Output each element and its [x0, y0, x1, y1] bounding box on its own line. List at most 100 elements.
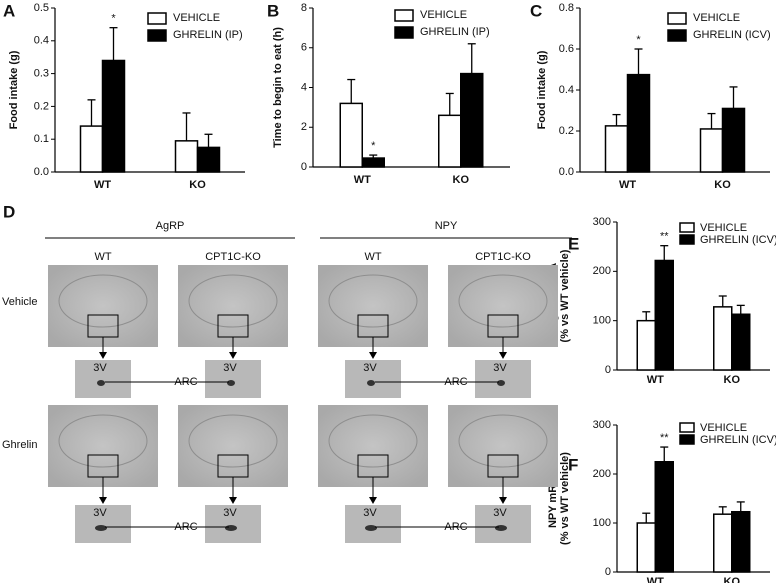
inset [345, 360, 401, 398]
legend-label: VEHICLE [420, 9, 467, 21]
arc-signal [495, 525, 507, 531]
y-tick-label: 300 [593, 216, 611, 228]
legend-label: VEHICLE [173, 12, 220, 24]
x-tick-label: KO [714, 179, 731, 191]
brain-outline [458, 414, 548, 468]
arc-signal [367, 380, 375, 386]
row-label: Vehicle [2, 296, 37, 308]
ventricle-label: 3V [493, 362, 507, 374]
ventricle-label: 3V [93, 507, 107, 519]
significance-label: * [111, 13, 116, 25]
legend-swatch [679, 234, 695, 245]
legend-swatch [667, 29, 687, 42]
legend-swatch [679, 222, 695, 233]
bar [699, 128, 724, 173]
legend-label: GHRELIN (IP) [420, 26, 490, 38]
ventricle-label: 3V [223, 507, 237, 519]
ventricle-label: 3V [363, 507, 377, 519]
y-tick-label: 100 [593, 315, 611, 327]
y-tick-label: 200 [593, 265, 611, 277]
column-label: WT [94, 251, 111, 263]
y-axis-label: Food intake (g) [536, 50, 548, 129]
y-tick-label: 0.8 [559, 2, 574, 14]
column-label: CPT1C-KO [475, 251, 531, 263]
bar [713, 306, 733, 371]
arrow-head [499, 352, 507, 359]
bar [731, 313, 751, 371]
bar [101, 59, 126, 173]
bar [731, 510, 751, 573]
y-tick-label: 8 [301, 2, 307, 14]
arrow-head [99, 352, 107, 359]
ventricle-label: 3V [363, 362, 377, 374]
brain-section [448, 265, 558, 347]
legend-label: GHRELIN (ICV) [693, 29, 771, 41]
panel-label: F [568, 455, 578, 474]
y-tick-label: 0.4 [559, 84, 574, 96]
panel-label: C [530, 1, 542, 20]
y-tick-label: 4 [301, 81, 307, 93]
inset [205, 360, 261, 398]
bar [196, 146, 221, 173]
legend-swatch [679, 422, 695, 433]
arrow-head [369, 497, 377, 504]
arc-signal [225, 525, 237, 531]
inset [75, 360, 131, 398]
y-tick-label: 0.3 [34, 68, 49, 80]
inset [75, 505, 131, 543]
bar [654, 259, 674, 371]
brain-outline [458, 274, 548, 328]
arc-signal [95, 525, 107, 531]
y-tick-label: 0 [301, 161, 307, 173]
y-tick-label: 100 [593, 517, 611, 529]
bar [636, 522, 656, 573]
arc-signal [365, 525, 377, 531]
legend-swatch [147, 12, 167, 25]
legend-label: GHRELIN (ICV) [700, 234, 776, 246]
y-tick-label: 2 [301, 121, 307, 133]
brain-section [178, 265, 288, 347]
bar [339, 102, 363, 168]
legend-swatch [147, 29, 167, 42]
ventricle-label: 3V [93, 362, 107, 374]
y-tick-label: 0.2 [559, 125, 574, 137]
inset [345, 505, 401, 543]
brain-section [318, 265, 428, 347]
y-tick-label: 0 [605, 364, 611, 376]
arrow-head [499, 497, 507, 504]
legend-label: VEHICLE [700, 422, 747, 434]
ventricle-label: 3V [493, 507, 507, 519]
bar [654, 461, 674, 573]
brain-outline [58, 414, 148, 468]
bar [721, 107, 746, 173]
bar [79, 125, 104, 173]
y-axis-label: Food intake (g) [8, 50, 20, 129]
y-tick-label: 200 [593, 468, 611, 480]
group-title: NPY [435, 220, 458, 232]
row-label: Ghrelin [2, 439, 37, 451]
y-axis-label: Time to begin to eat (h) [272, 27, 284, 148]
legend-swatch [394, 26, 414, 39]
y-tick-label: 6 [301, 42, 307, 54]
legend-label: GHRELIN (IP) [173, 29, 243, 41]
legend-swatch [679, 434, 695, 445]
brain-outline [328, 414, 418, 468]
panel-label: B [267, 1, 279, 20]
y-tick-label: 300 [593, 419, 611, 431]
inset [205, 505, 261, 543]
significance-label: * [371, 140, 376, 152]
significance-label: * [636, 34, 641, 46]
arc-signal [227, 380, 235, 386]
legend-swatch [394, 9, 414, 22]
legend-swatch [667, 12, 687, 25]
y-tick-label: 0.1 [34, 133, 49, 145]
brain-outline [188, 274, 278, 328]
y-axis-label: (% vs WT vehicle) [559, 249, 571, 342]
brain-outline [188, 414, 278, 468]
brain-outline [58, 274, 148, 328]
y-tick-label: 0.0 [559, 166, 574, 178]
brain-outline [328, 274, 418, 328]
arc-signal [497, 380, 505, 386]
legend-label: GHRELIN (ICV) [700, 434, 776, 446]
column-label: WT [364, 251, 381, 263]
